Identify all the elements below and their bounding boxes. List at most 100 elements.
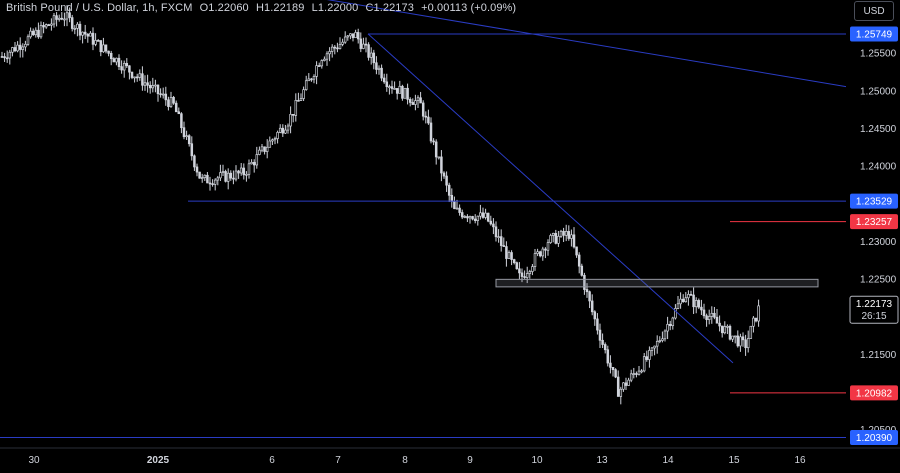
- time-axis-bg: [0, 448, 900, 468]
- candle: [60, 12, 64, 21]
- candle-body: [515, 262, 519, 270]
- candle: [29, 27, 32, 39]
- candle: [731, 335, 734, 343]
- candle: [94, 33, 97, 47]
- candle: [271, 138, 274, 145]
- candle-body: [538, 251, 542, 257]
- candle: [234, 165, 238, 182]
- candle: [512, 258, 516, 265]
- candle: [499, 229, 503, 252]
- candle-body: [320, 60, 324, 67]
- candle: [289, 106, 292, 134]
- candle-body: [338, 44, 342, 49]
- candle-body: [265, 146, 269, 152]
- candle: [31, 28, 35, 36]
- candle: [224, 169, 227, 183]
- trendline: [326, 0, 847, 88]
- candle: [642, 352, 646, 373]
- candle-body: [635, 373, 638, 375]
- candle-body: [224, 171, 227, 182]
- candle: [57, 14, 61, 22]
- candle: [39, 21, 43, 39]
- candle: [47, 23, 51, 26]
- candle: [70, 14, 74, 32]
- candle-body: [182, 127, 186, 138]
- candle: [471, 215, 474, 221]
- candle: [250, 159, 253, 165]
- candle: [754, 317, 758, 323]
- candle: [99, 40, 103, 57]
- candle: [190, 136, 194, 161]
- candle-body: [442, 172, 446, 177]
- candle: [83, 24, 87, 40]
- candle: [336, 42, 339, 53]
- candle-body: [650, 347, 654, 351]
- candle-body: [648, 350, 651, 360]
- candle-body: [362, 43, 365, 49]
- candle-body: [372, 52, 376, 64]
- candle-body: [694, 300, 698, 308]
- candle-body: [156, 84, 160, 95]
- candle-body: [671, 317, 675, 327]
- candle: [265, 139, 269, 159]
- candle-body: [143, 82, 147, 86]
- candle: [128, 65, 131, 80]
- candle: [432, 138, 435, 146]
- candle: [733, 335, 737, 344]
- candle-body: [562, 230, 565, 236]
- candle: [315, 61, 318, 85]
- candle: [528, 269, 532, 279]
- candle: [369, 47, 373, 65]
- candle-body: [575, 246, 578, 256]
- candle: [172, 95, 175, 105]
- candle: [577, 252, 581, 274]
- candle: [8, 49, 12, 65]
- candle-body: [346, 35, 350, 38]
- candle-body: [697, 300, 701, 308]
- candle-body: [427, 116, 430, 124]
- candle-body: [479, 212, 482, 217]
- price-tag-bg: [850, 429, 898, 445]
- candle-body: [0, 56, 4, 58]
- candle-body: [455, 207, 459, 210]
- time-tick-label: 7: [335, 455, 341, 466]
- candle-body: [718, 322, 721, 327]
- candle-body: [63, 18, 66, 21]
- candle-body: [211, 183, 214, 185]
- candle-body: [252, 162, 256, 166]
- candle: [333, 45, 337, 55]
- candle: [611, 366, 615, 377]
- candle-body: [232, 177, 235, 180]
- candle-body: [138, 73, 142, 78]
- candle-body: [525, 273, 529, 278]
- symbol-title[interactable]: British Pound / U.S. Dollar, 1h, FXCM: [6, 2, 193, 14]
- candle-body: [720, 325, 724, 334]
- candle-body: [297, 100, 300, 102]
- candle-body: [707, 316, 711, 320]
- candle-body: [588, 291, 591, 302]
- candle-body: [195, 166, 199, 173]
- candle-body: [458, 207, 461, 213]
- candle: [635, 371, 638, 378]
- candle: [473, 214, 477, 224]
- price-tick-label: 1.21500: [860, 350, 897, 361]
- candle: [606, 345, 610, 367]
- candle: [588, 290, 591, 309]
- candle: [741, 332, 745, 347]
- candle-body: [239, 167, 243, 174]
- candle: [284, 124, 287, 134]
- candle-body: [281, 127, 285, 134]
- candle-body: [564, 231, 568, 236]
- candle-body: [260, 146, 264, 151]
- time-axis[interactable]: 30 2025 6 7 8 9 10 13 14 15 16: [0, 447, 900, 468]
- candle-body: [317, 65, 321, 67]
- candle: [260, 143, 264, 153]
- candle-body: [3, 56, 6, 59]
- currency-button[interactable]: USD: [854, 1, 894, 21]
- candle: [364, 37, 368, 53]
- candle: [255, 146, 259, 169]
- candle: [135, 73, 139, 82]
- candle-body: [476, 215, 480, 221]
